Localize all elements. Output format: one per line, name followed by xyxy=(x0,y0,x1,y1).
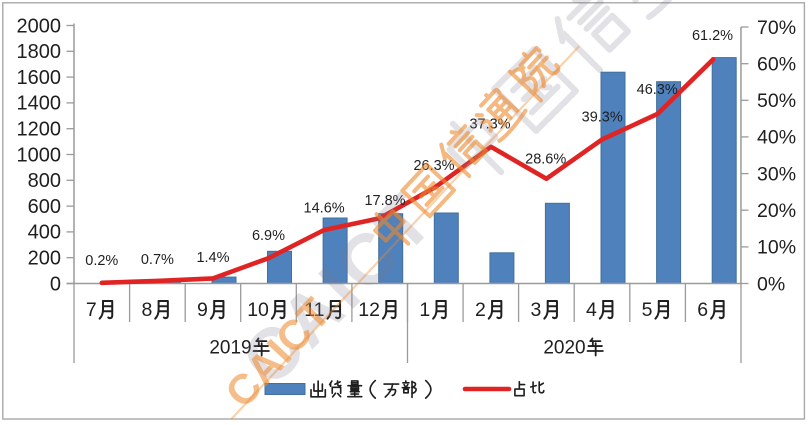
svg-text:6: 6 xyxy=(697,299,708,321)
svg-text:1: 1 xyxy=(419,299,430,321)
svg-text:14.6%: 14.6% xyxy=(304,201,345,217)
svg-text:6.9%: 6.9% xyxy=(252,228,285,244)
svg-text:9: 9 xyxy=(197,299,208,321)
svg-text:0.2%: 0.2% xyxy=(85,253,118,269)
svg-text:40%: 40% xyxy=(757,127,796,149)
svg-text:2019: 2019 xyxy=(209,338,251,359)
svg-text:1000: 1000 xyxy=(17,144,62,166)
svg-text:2020: 2020 xyxy=(543,338,585,359)
svg-text:70%: 70% xyxy=(757,17,796,39)
svg-text:7: 7 xyxy=(86,299,97,321)
svg-text:12: 12 xyxy=(358,299,380,321)
svg-text:4: 4 xyxy=(586,299,597,321)
svg-text:0: 0 xyxy=(50,273,61,295)
svg-text:2: 2 xyxy=(475,299,486,321)
svg-text:600: 600 xyxy=(28,196,61,218)
svg-text:61.2%: 61.2% xyxy=(692,28,733,44)
svg-text:11: 11 xyxy=(304,299,324,321)
svg-text:1200: 1200 xyxy=(17,119,62,141)
svg-text:400: 400 xyxy=(28,222,61,244)
svg-text:1800: 1800 xyxy=(17,41,62,63)
svg-text:0%: 0% xyxy=(757,273,785,295)
svg-text:10%: 10% xyxy=(757,237,796,259)
svg-text:17.8%: 17.8% xyxy=(364,193,405,209)
svg-text:50%: 50% xyxy=(757,90,796,112)
svg-text:800: 800 xyxy=(28,170,61,192)
svg-text:8: 8 xyxy=(141,299,152,321)
svg-text:20%: 20% xyxy=(757,200,796,222)
svg-text:0.7%: 0.7% xyxy=(141,252,174,268)
svg-text:10: 10 xyxy=(247,299,269,321)
svg-text:39.3%: 39.3% xyxy=(582,110,623,126)
svg-text:1.4%: 1.4% xyxy=(196,250,229,266)
svg-text:28.6%: 28.6% xyxy=(525,152,566,168)
svg-text:3: 3 xyxy=(531,299,542,321)
svg-text:2000: 2000 xyxy=(17,15,62,37)
svg-text:1400: 1400 xyxy=(17,93,62,115)
svg-text:30%: 30% xyxy=(757,163,796,185)
svg-text:46.3%: 46.3% xyxy=(637,82,678,98)
svg-text:1600: 1600 xyxy=(17,67,62,89)
svg-text:200: 200 xyxy=(28,248,61,270)
svg-text:5: 5 xyxy=(642,299,653,321)
svg-text:60%: 60% xyxy=(757,54,796,76)
